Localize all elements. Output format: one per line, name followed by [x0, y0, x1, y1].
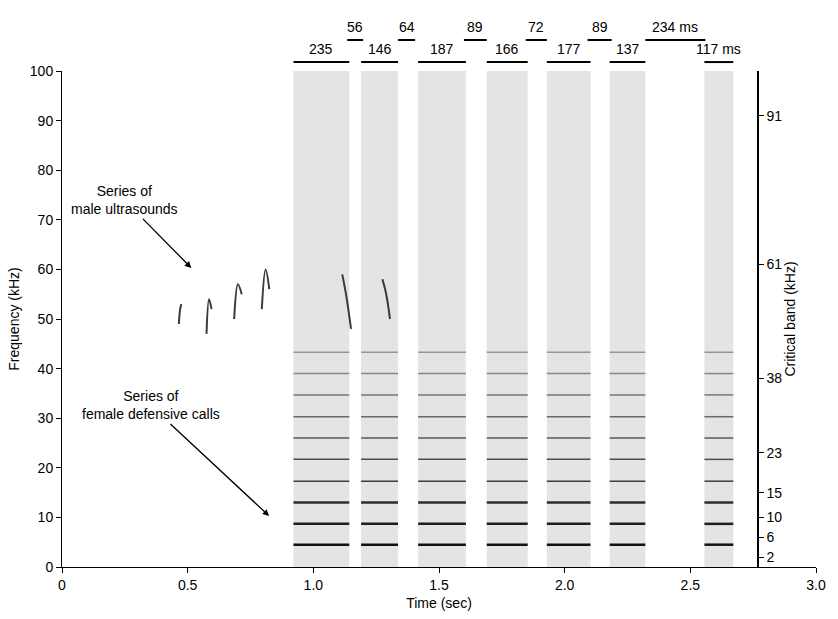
svg-text:56: 56 [347, 19, 363, 35]
svg-text:100: 100 [30, 63, 54, 79]
svg-text:20: 20 [38, 460, 54, 476]
svg-text:137: 137 [616, 41, 640, 57]
svg-text:50: 50 [38, 311, 54, 327]
svg-text:2: 2 [766, 549, 774, 565]
svg-text:64: 64 [399, 19, 415, 35]
svg-text:15: 15 [766, 485, 782, 501]
svg-text:1.0: 1.0 [304, 577, 324, 593]
svg-text:91: 91 [766, 108, 782, 124]
svg-text:90: 90 [38, 113, 54, 129]
svg-text:117 ms: 117 ms [696, 41, 741, 57]
svg-text:23: 23 [766, 445, 782, 461]
svg-text:2.0: 2.0 [555, 577, 575, 593]
svg-text:235: 235 [309, 41, 333, 57]
svg-text:80: 80 [38, 162, 54, 178]
svg-text:Critical band (kHz): Critical band (kHz) [782, 261, 798, 376]
svg-text:72: 72 [528, 19, 544, 35]
svg-text:234 ms: 234 ms [652, 19, 698, 35]
svg-text:166: 166 [495, 41, 519, 57]
svg-text:38: 38 [766, 370, 782, 386]
svg-text:0.5: 0.5 [178, 577, 198, 593]
svg-text:89: 89 [592, 19, 608, 35]
svg-text:70: 70 [38, 212, 54, 228]
svg-text:177: 177 [557, 41, 581, 57]
svg-text:6: 6 [766, 529, 774, 545]
svg-text:89: 89 [467, 19, 483, 35]
svg-text:61: 61 [766, 256, 782, 272]
svg-text:Series offemale defensive call: Series offemale defensive calls [82, 388, 220, 422]
svg-text:2.5: 2.5 [681, 577, 701, 593]
svg-text:Series ofmale ultrasounds: Series ofmale ultrasounds [71, 183, 178, 217]
svg-text:60: 60 [38, 261, 54, 277]
svg-text:187: 187 [430, 41, 454, 57]
svg-text:1.5: 1.5 [429, 577, 449, 593]
svg-text:0: 0 [45, 559, 53, 575]
svg-text:30: 30 [38, 410, 54, 426]
svg-text:10: 10 [38, 509, 54, 525]
svg-text:Time (sec): Time (sec) [406, 595, 472, 611]
svg-text:10: 10 [766, 509, 782, 525]
svg-text:Frequency (kHz): Frequency (kHz) [6, 267, 22, 370]
svg-text:3.0: 3.0 [806, 577, 826, 593]
svg-text:40: 40 [38, 361, 54, 377]
svg-text:0: 0 [58, 577, 66, 593]
svg-text:146: 146 [368, 41, 392, 57]
